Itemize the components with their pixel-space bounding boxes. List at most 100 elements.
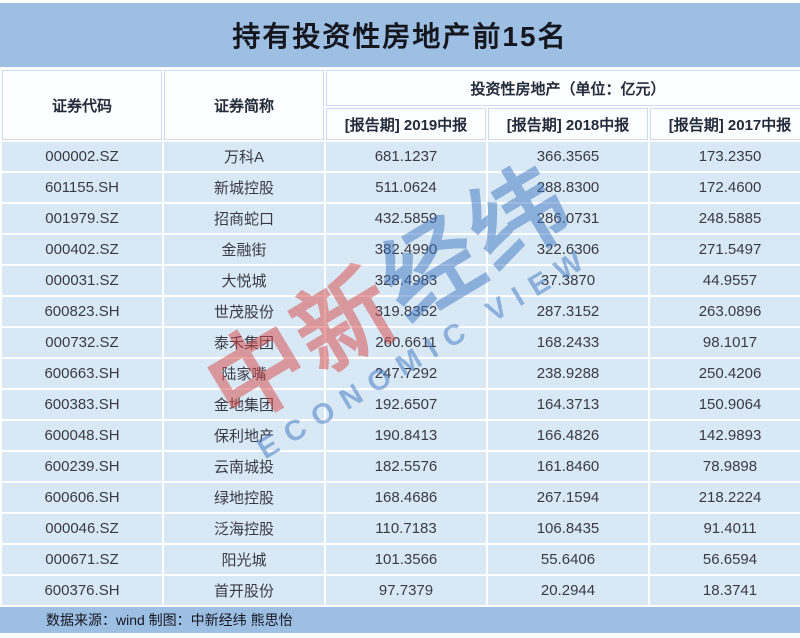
value-2018-cell: 286.0731 — [488, 204, 648, 233]
security-code-cell: 600383.SH — [2, 390, 162, 419]
value-2017-cell: 91.4011 — [650, 514, 800, 543]
table-row: 600048.SH 保利地产 190.8413 166.4826 142.989… — [2, 421, 800, 450]
security-code-cell: 000402.SZ — [2, 235, 162, 264]
footer-bar: 数据来源：wind 制图：中新经纬 熊思怡 — [0, 607, 800, 633]
security-code-cell: 600823.SH — [2, 297, 162, 326]
value-2019-cell: 432.5859 — [326, 204, 486, 233]
security-code-cell: 600239.SH — [2, 452, 162, 481]
security-code-cell: 000002.SZ — [2, 142, 162, 171]
page-title: 持有投资性房地产前15名 — [232, 21, 568, 52]
value-2019-cell: 681.1237 — [326, 142, 486, 171]
value-2017-cell: 150.9064 — [650, 390, 800, 419]
value-2019-cell: 168.4686 — [326, 483, 486, 512]
table-row: 600383.SH 金地集团 192.6507 164.3713 150.906… — [2, 390, 800, 419]
value-2019-cell: 97.7379 — [326, 576, 486, 605]
value-2019-cell: 260.6611 — [326, 328, 486, 357]
value-2017-cell: 98.1017 — [650, 328, 800, 357]
value-2017-cell: 248.5885 — [650, 204, 800, 233]
security-name-cell: 绿地控股 — [164, 483, 324, 512]
value-2019-cell: 319.8352 — [326, 297, 486, 326]
value-2019-cell: 110.7183 — [326, 514, 486, 543]
security-code-cell: 000732.SZ — [2, 328, 162, 357]
source-note: 数据来源：wind 制图：中新经纬 熊思怡 — [46, 612, 293, 628]
value-2018-cell: 267.1594 — [488, 483, 648, 512]
value-2019-cell: 247.7292 — [326, 359, 486, 388]
security-code-cell: 600606.SH — [2, 483, 162, 512]
column-header-period-2019: [报告期] 2019中报 — [326, 108, 486, 140]
value-2018-cell: 287.3152 — [488, 297, 648, 326]
table-row: 600823.SH 世茂股份 319.8352 287.3152 263.089… — [2, 297, 800, 326]
column-group-header: 投资性房地产（单位：亿元） — [326, 70, 800, 106]
value-2019-cell: 511.0624 — [326, 173, 486, 202]
value-2019-cell: 328.4983 — [326, 266, 486, 295]
value-2018-cell: 161.8460 — [488, 452, 648, 481]
table-row: 000046.SZ 泛海控股 110.7183 106.8435 91.4011 — [2, 514, 800, 543]
table-row: 001979.SZ 招商蛇口 432.5859 286.0731 248.588… — [2, 204, 800, 233]
value-2017-cell: 56.6594 — [650, 545, 800, 574]
security-name-cell: 招商蛇口 — [164, 204, 324, 233]
value-2017-cell: 18.3741 — [650, 576, 800, 605]
value-2018-cell: 55.6406 — [488, 545, 648, 574]
security-code-cell: 601155.SH — [2, 173, 162, 202]
security-code-cell: 000046.SZ — [2, 514, 162, 543]
security-code-cell: 600663.SH — [2, 359, 162, 388]
value-2018-cell: 164.3713 — [488, 390, 648, 419]
security-code-cell: 600376.SH — [2, 576, 162, 605]
value-2018-cell: 366.3565 — [488, 142, 648, 171]
value-2018-cell: 322.6306 — [488, 235, 648, 264]
value-2017-cell: 78.9898 — [650, 452, 800, 481]
value-2017-cell: 142.9893 — [650, 421, 800, 450]
value-2017-cell: 218.2224 — [650, 483, 800, 512]
security-name-cell: 云南城投 — [164, 452, 324, 481]
value-2017-cell: 271.5497 — [650, 235, 800, 264]
value-2017-cell: 44.9557 — [650, 266, 800, 295]
security-name-cell: 大悦城 — [164, 266, 324, 295]
security-code-cell: 001979.SZ — [2, 204, 162, 233]
value-2019-cell: 101.3566 — [326, 545, 486, 574]
value-2018-cell: 168.2433 — [488, 328, 648, 357]
security-name-cell: 金融街 — [164, 235, 324, 264]
column-header-code: 证券代码 — [2, 70, 162, 140]
value-2019-cell: 382.4990 — [326, 235, 486, 264]
table-row: 000671.SZ 阳光城 101.3566 55.6406 56.6594 — [2, 545, 800, 574]
value-2017-cell: 173.2350 — [650, 142, 800, 171]
table-row: 601155.SH 新城控股 511.0624 288.8300 172.460… — [2, 173, 800, 202]
table-row: 000002.SZ 万科A 681.1237 366.3565 173.2350 — [2, 142, 800, 171]
title-bar: 持有投资性房地产前15名 — [0, 3, 800, 67]
security-name-cell: 阳光城 — [164, 545, 324, 574]
table-row: 600663.SH 陆家嘴 247.7292 238.9288 250.4206 — [2, 359, 800, 388]
security-name-cell: 新城控股 — [164, 173, 324, 202]
security-name-cell: 保利地产 — [164, 421, 324, 450]
value-2019-cell: 190.8413 — [326, 421, 486, 450]
value-2018-cell: 20.2944 — [488, 576, 648, 605]
security-name-cell: 世茂股份 — [164, 297, 324, 326]
value-2018-cell: 238.9288 — [488, 359, 648, 388]
table-row: 000031.SZ 大悦城 328.4983 37.3870 44.9557 — [2, 266, 800, 295]
value-2017-cell: 250.4206 — [650, 359, 800, 388]
table-row: 600239.SH 云南城投 182.5576 161.8460 78.9898 — [2, 452, 800, 481]
value-2019-cell: 192.6507 — [326, 390, 486, 419]
security-name-cell: 泰禾集团 — [164, 328, 324, 357]
value-2019-cell: 182.5576 — [326, 452, 486, 481]
security-name-cell: 陆家嘴 — [164, 359, 324, 388]
column-header-period-2017: [报告期] 2017中报 — [650, 108, 800, 140]
security-name-cell: 首开股份 — [164, 576, 324, 605]
value-2018-cell: 37.3870 — [488, 266, 648, 295]
table-row: 000402.SZ 金融街 382.4990 322.6306 271.5497 — [2, 235, 800, 264]
value-2018-cell: 166.4826 — [488, 421, 648, 450]
table-row: 000732.SZ 泰禾集团 260.6611 168.2433 98.1017 — [2, 328, 800, 357]
value-2018-cell: 106.8435 — [488, 514, 648, 543]
security-code-cell: 000671.SZ — [2, 545, 162, 574]
security-code-cell: 000031.SZ — [2, 266, 162, 295]
security-name-cell: 泛海控股 — [164, 514, 324, 543]
table-row: 600376.SH 首开股份 97.7379 20.2944 18.3741 — [2, 576, 800, 605]
table-row: 600606.SH 绿地控股 168.4686 267.1594 218.222… — [2, 483, 800, 512]
column-header-name: 证券简称 — [164, 70, 324, 140]
column-header-period-2018: [报告期] 2018中报 — [488, 108, 648, 140]
value-2017-cell: 263.0896 — [650, 297, 800, 326]
security-code-cell: 600048.SH — [2, 421, 162, 450]
value-2018-cell: 288.8300 — [488, 173, 648, 202]
security-name-cell: 万科A — [164, 142, 324, 171]
data-table: 证券代码 证券简称 投资性房地产（单位：亿元） [报告期] 2019中报 [报告… — [0, 68, 800, 607]
value-2017-cell: 172.4600 — [650, 173, 800, 202]
